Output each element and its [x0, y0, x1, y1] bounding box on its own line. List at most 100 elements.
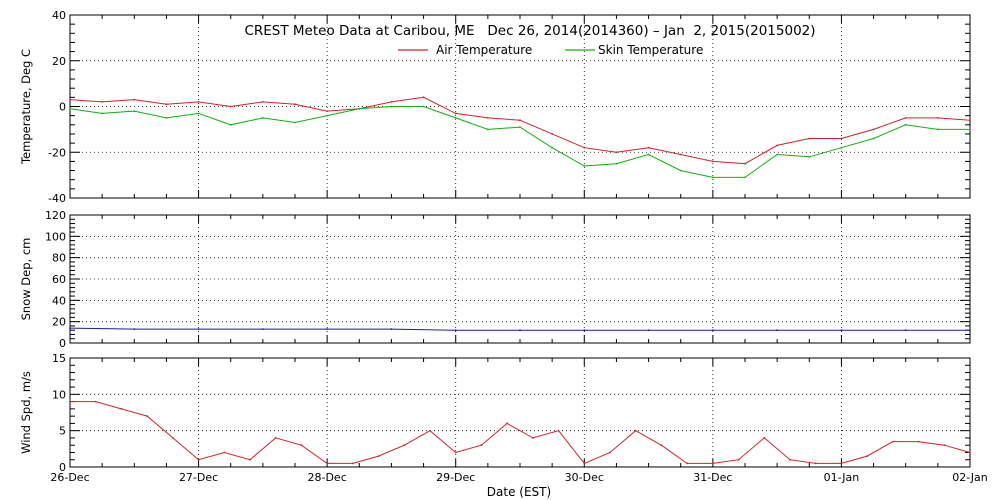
y-axis-label: Snow Dep, cm — [19, 238, 33, 321]
y-tick-label: 100 — [45, 230, 66, 243]
data-point — [904, 117, 907, 119]
data-point — [776, 153, 778, 156]
data-point — [69, 107, 71, 110]
y-tick-label: 0 — [59, 101, 66, 114]
data-point — [763, 437, 766, 439]
y-tick-label: 20 — [52, 316, 66, 329]
data-point — [917, 440, 920, 443]
data-point — [249, 458, 251, 461]
data-point — [814, 462, 817, 465]
data-point — [712, 329, 714, 332]
data-point — [454, 451, 457, 454]
data-point — [454, 329, 457, 332]
data-point — [789, 458, 791, 461]
data-point — [519, 119, 521, 122]
data-point — [262, 117, 264, 119]
data-point — [615, 162, 618, 165]
x-tick-label: 02-Jan — [952, 471, 988, 484]
data-point — [904, 123, 907, 126]
data-point — [712, 462, 714, 465]
data-point — [609, 451, 611, 454]
y-tick-label: 5 — [59, 425, 66, 438]
data-point — [454, 117, 457, 119]
y-axis-label: Temperature, Deg C — [19, 49, 33, 165]
panel-wind-speed: 0 5 10 15 Wind Spd, m/s 26-Dec 27-Dec 28-Dec 29-… — [19, 352, 988, 484]
chart-title: CREST Meteo Data at Caribou, ME Dec 26, … — [244, 23, 815, 39]
y-tick-label: 80 — [52, 252, 66, 265]
data-point — [487, 128, 489, 131]
data-point — [120, 408, 123, 410]
data-point — [223, 451, 226, 454]
data-point — [101, 101, 103, 103]
y-tick-label: -40 — [48, 192, 66, 205]
data-point — [866, 455, 868, 457]
data-point — [583, 165, 586, 167]
data-point — [165, 103, 168, 106]
data-point — [197, 112, 200, 115]
data-point — [294, 121, 296, 124]
data-point — [133, 110, 136, 112]
data-point — [969, 119, 971, 122]
data-point — [487, 117, 489, 119]
data-point — [647, 146, 650, 149]
data-point — [358, 107, 361, 110]
data-point — [943, 444, 946, 447]
data-point — [872, 128, 875, 131]
y-tick-label: 20 — [52, 55, 66, 68]
data-point — [69, 98, 71, 101]
plot-panels: -40 -20 0 20 40 Temperature, Deg C Air Tempera… — [19, 9, 988, 484]
data-point — [262, 328, 264, 330]
data-point — [892, 440, 894, 443]
data-point — [326, 328, 328, 330]
x-tick-label: 31-Dec — [693, 471, 732, 484]
data-point — [352, 462, 354, 465]
data-point — [937, 128, 939, 131]
data-point — [197, 458, 200, 461]
x-tick-label: 29-Dec — [436, 471, 475, 484]
data-point — [172, 437, 174, 439]
data-point — [808, 137, 811, 140]
data-point — [647, 153, 650, 156]
y-tick-label: 15 — [52, 352, 66, 365]
data-point — [840, 462, 843, 465]
wind-speed-series-line — [70, 401, 971, 465]
data-point — [679, 169, 682, 172]
data-point — [583, 146, 586, 149]
y-tick-label: 0 — [59, 461, 66, 474]
data-point — [101, 112, 103, 115]
legend-label: Skin Temperature — [598, 43, 703, 57]
data-point — [551, 146, 553, 149]
data-point — [904, 329, 907, 332]
x-tick-label: 01-Jan — [824, 471, 860, 484]
data-point — [69, 400, 71, 403]
data-point — [969, 451, 971, 454]
data-point — [262, 101, 264, 103]
data-point — [146, 415, 149, 417]
data-point — [390, 105, 393, 108]
data-point — [679, 153, 682, 156]
data-point — [133, 98, 136, 101]
data-point — [551, 133, 553, 135]
data-point — [390, 101, 393, 103]
data-point — [197, 328, 200, 330]
data-point — [506, 422, 508, 425]
data-point — [969, 128, 971, 131]
data-point — [686, 462, 688, 465]
data-point — [229, 105, 232, 108]
x-tick-label: 26-Dec — [50, 471, 89, 484]
data-point — [326, 110, 328, 112]
data-point — [326, 462, 328, 465]
legend: Air Temperature Skin Temperature — [398, 43, 703, 57]
y-tick-label: 0 — [59, 337, 66, 350]
legend-label: Air Temperature — [436, 43, 532, 57]
data-point — [744, 176, 746, 179]
data-point — [840, 137, 843, 140]
data-point — [429, 429, 431, 432]
data-point — [69, 327, 71, 329]
data-point — [390, 328, 393, 330]
data-point — [872, 137, 875, 140]
data-point — [776, 329, 778, 332]
x-tick-label: 28-Dec — [308, 471, 347, 484]
y-tick-label: 40 — [52, 9, 66, 22]
